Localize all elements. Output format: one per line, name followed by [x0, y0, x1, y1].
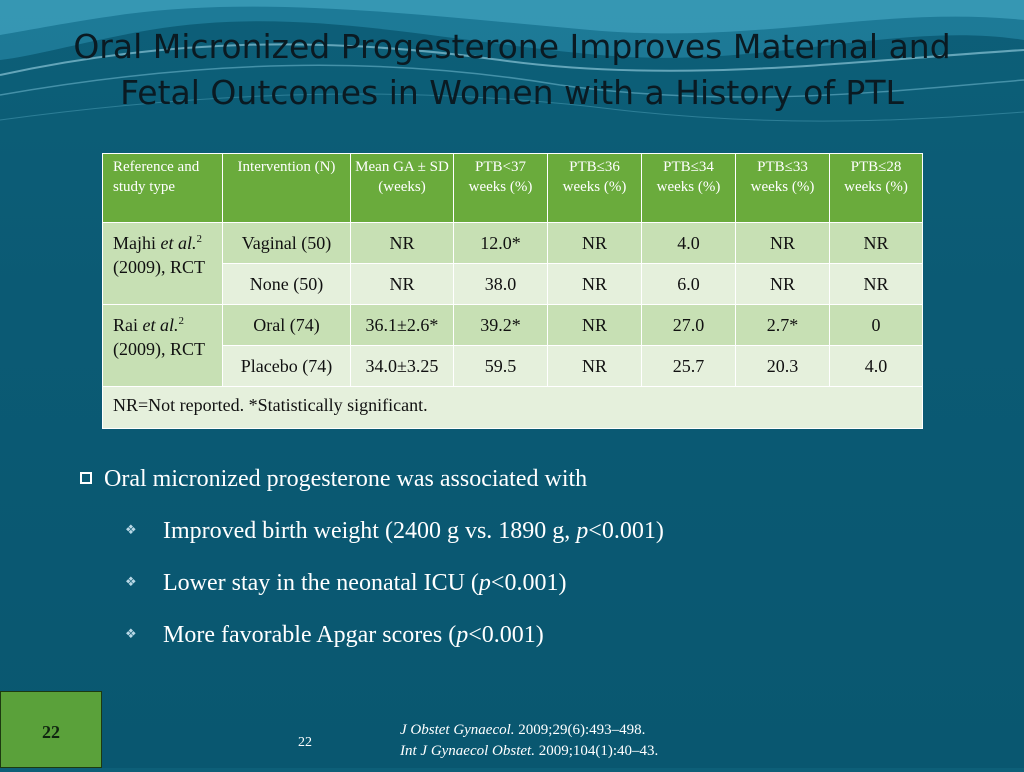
table-row: None (50) NR 38.0 NR 6.0 NR NR — [103, 263, 923, 305]
diamond-bullet-icon: ❖ — [125, 522, 137, 537]
header-mean-ga: Mean GA ± SD (weeks) — [350, 153, 454, 223]
outcomes-table: Reference and study type Intervention (N… — [102, 153, 923, 429]
sub-bullet-text: More favorable Apgar scores ( — [163, 622, 457, 648]
ref-etal: et al. — [160, 233, 197, 253]
table-cell: 39.2* — [453, 304, 548, 346]
reference-cell-rai: Rai et al.2 (2009), RCT — [102, 304, 223, 387]
ref-year-type: (2009), RCT — [113, 257, 205, 277]
table-row: Majhi et al.2 (2009), RCT Vaginal (50) N… — [102, 222, 923, 305]
table-cell: Placebo (74) — [222, 345, 351, 387]
table-cell: 4.0 — [641, 222, 736, 264]
table-cell: NR — [547, 345, 642, 387]
table-cell: 38.0 — [453, 263, 548, 305]
sub-bullet-text: Lower stay in the neonatal ICU ( — [163, 570, 479, 596]
journal-name: J Obstet Gynaecol. — [400, 722, 515, 738]
p-symbol: p — [456, 622, 469, 648]
table-cell: 4.0 — [829, 345, 923, 387]
ref-etal: et al. — [142, 315, 179, 335]
sub-bullet-apgar: ❖ More favorable Apgar scores (p<0.001) — [125, 622, 544, 649]
table-cell: None (50) — [222, 263, 351, 305]
slide-number-box: 22 — [0, 691, 102, 768]
table-cell: NR — [547, 222, 642, 264]
table-row: Rai et al.2 (2009), RCT Oral (74) 36.1±2… — [102, 304, 923, 387]
table-row: Placebo (74) 34.0±3.25 59.5 NR 25.7 20.3… — [103, 345, 923, 387]
p-symbol: p — [576, 518, 589, 544]
header-ptb-28: PTB≤28 weeks (%) — [829, 153, 923, 223]
table-cell: 12.0* — [453, 222, 548, 264]
title-line-2: Fetal Outcomes in Women with a History o… — [120, 73, 904, 112]
reference-cell-majhi: Majhi et al.2 (2009), RCT — [102, 222, 223, 305]
bullet-main: Oral micronized progesterone was associa… — [80, 466, 587, 493]
table-cell: Oral (74) — [222, 304, 351, 346]
table-cell: NR — [547, 304, 642, 346]
table-cell: 2.7* — [735, 304, 830, 346]
table-cell: 6.0 — [641, 263, 736, 305]
table-cell: NR — [829, 263, 923, 305]
header-ptb-37: PTB<37 weeks (%) — [453, 153, 548, 223]
table-cell: 27.0 — [641, 304, 736, 346]
reference-1: J Obstet Gynaecol. 2009;29(6):493–498. — [400, 720, 658, 741]
ref-year-type: (2009), RCT — [113, 339, 205, 359]
diamond-bullet-icon: ❖ — [125, 574, 137, 589]
ref-citation: 2 — [178, 315, 185, 327]
title-line-1: Oral Micronized Progesterone Improves Ma… — [73, 27, 951, 66]
reference-2: Int J Gynaecol Obstet. 2009;104(1):40–43… — [400, 741, 658, 762]
journal-name: Int J Gynaecol Obstet. — [400, 743, 535, 759]
decorative-waves — [0, 0, 1024, 122]
sub-bullet-nicu-stay: ❖ Lower stay in the neonatal ICU (p<0.001… — [125, 570, 566, 597]
table-footnote-row: NR=Not reported. *Statistically signific… — [102, 386, 923, 429]
table-header-row: Reference and study type Intervention (N… — [102, 153, 923, 223]
sub-bullet-text: <0.001) — [588, 518, 664, 544]
ref-author: Majhi — [113, 233, 161, 253]
table-cell: 59.5 — [453, 345, 548, 387]
header-reference: Reference and study type — [102, 153, 223, 223]
sub-bullet-text: Improved birth weight (2400 g vs. 1890 g… — [163, 518, 577, 544]
citation-detail: 2009;104(1):40–43. — [534, 743, 659, 759]
sub-bullet-text: <0.001) — [490, 570, 567, 596]
header-ptb-34: PTB≤34 weeks (%) — [641, 153, 736, 223]
checkbox-bullet-icon — [80, 472, 92, 484]
ref-citation: 2 — [196, 233, 203, 245]
table-cell: Vaginal (50) — [222, 222, 351, 264]
table-cell: NR — [350, 263, 454, 305]
sub-bullet-text: <0.001) — [468, 622, 544, 648]
bullet-main-text: Oral micronized progesterone was associa… — [104, 466, 588, 492]
page-number: 22 — [298, 735, 312, 750]
p-symbol: p — [478, 570, 491, 596]
table-cell: 0 — [829, 304, 923, 346]
table-cell: 25.7 — [641, 345, 736, 387]
header-ptb-33: PTB≤33 weeks (%) — [735, 153, 830, 223]
diamond-bullet-icon: ❖ — [125, 626, 137, 641]
citation-detail: 2009;29(6):493–498. — [514, 722, 646, 738]
table-cell: 34.0±3.25 — [350, 345, 454, 387]
table-cell: NR — [350, 222, 454, 264]
table-cell: 20.3 — [735, 345, 830, 387]
header-intervention: Intervention (N) — [222, 153, 351, 223]
table-cell: NR — [735, 222, 830, 264]
references: J Obstet Gynaecol. 2009;29(6):493–498. I… — [400, 720, 658, 762]
header-ptb-36: PTB≤36 weeks (%) — [547, 153, 642, 223]
table-footnote: NR=Not reported. *Statistically signific… — [102, 386, 923, 429]
sub-bullet-birth-weight: ❖ Improved birth weight (2400 g vs. 1890 … — [125, 518, 664, 545]
table-cell: NR — [547, 263, 642, 305]
table-cell: NR — [829, 222, 923, 264]
slide-title: Oral Micronized Progesterone Improves Ma… — [0, 24, 1024, 116]
table-cell: 36.1±2.6* — [350, 304, 454, 346]
ref-author: Rai — [113, 315, 143, 335]
table-cell: NR — [735, 263, 830, 305]
